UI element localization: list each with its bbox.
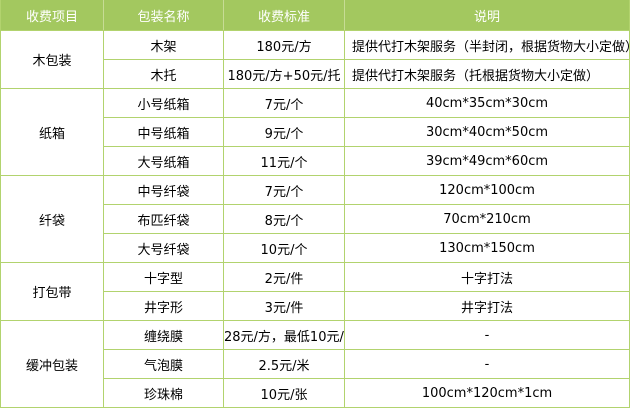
table-row: 缓冲包装 缠绕膜 28元/方，最低10元/票 - xyxy=(0,320,630,408)
package-name-cell: 缠绕膜 xyxy=(103,320,224,350)
table-row: 木托 180元/方+50元/托 提供代打木架服务（托根据货物大小定做） xyxy=(1,59,630,89)
price-cell: 180元/方+50元/托 xyxy=(223,59,345,89)
table-row: 布匹纤袋 8元/个 70cm*210cm xyxy=(1,204,630,234)
description-cell: - xyxy=(344,320,630,350)
price-cell: 10元/个 xyxy=(223,233,345,263)
package-name-cell: 布匹纤袋 xyxy=(103,204,224,234)
pricing-table-header: 收费项目 包装名称 收费标准 说明 xyxy=(0,0,630,31)
table-row: 气泡膜 2.5元/米 - xyxy=(1,349,630,379)
table-row: 打包带 十字型 2元/件 十字打法 xyxy=(0,262,630,321)
package-name-cell: 井字形 xyxy=(103,291,224,321)
price-cell: 28元/方，最低10元/票 xyxy=(223,320,345,350)
column-header-package-name: 包装名称 xyxy=(103,0,224,31)
price-cell: 10元/张 xyxy=(223,378,345,408)
header-row: 收费项目 包装名称 收费标准 说明 xyxy=(0,0,630,31)
description-cell: 井字打法 xyxy=(344,291,630,321)
price-cell: 7元/个 xyxy=(223,175,345,205)
price-cell: 7元/个 xyxy=(223,88,345,118)
price-cell: 8元/个 xyxy=(223,204,345,234)
package-name-cell: 珍珠棉 xyxy=(103,378,224,408)
package-name-cell: 气泡膜 xyxy=(103,349,224,379)
package-name-cell: 中号纤袋 xyxy=(103,175,224,205)
description-cell: - xyxy=(344,349,630,379)
category-cell: 纸箱 xyxy=(0,88,104,176)
package-name-cell: 小号纸箱 xyxy=(103,88,224,118)
price-cell: 9元/个 xyxy=(223,117,345,147)
table-row: 木包装 木架 180元/方 提供代打木架服务（半封闭，根据货物大小定做） xyxy=(0,30,630,89)
description-cell: 提供代打木架服务（托根据货物大小定做） xyxy=(344,59,630,89)
package-name-cell: 中号纸箱 xyxy=(103,117,224,147)
description-cell: 130cm*150cm xyxy=(344,233,630,263)
table-row: 纤袋 中号纤袋 7元/个 120cm*100cm xyxy=(0,175,630,263)
package-name-cell: 十字型 xyxy=(103,262,224,292)
description-cell: 100cm*120cm*1cm xyxy=(344,378,630,408)
description-cell: 39cm*49cm*60cm xyxy=(344,146,630,176)
table-row: 大号纸箱 11元/个 39cm*49cm*60cm xyxy=(1,146,630,176)
column-header-fee-item: 收费项目 xyxy=(0,0,104,31)
column-header-fee-standard: 收费标准 xyxy=(223,0,345,31)
package-name-cell: 木架 xyxy=(103,30,224,60)
pricing-table-body: 木包装 木架 180元/方 提供代打木架服务（半封闭，根据货物大小定做） 木托 180元/… xyxy=(0,30,630,408)
description-cell: 30cm*40cm*50cm xyxy=(344,117,630,147)
table-row: 大号纤袋 10元/个 130cm*150cm xyxy=(1,233,630,263)
price-cell: 3元/件 xyxy=(223,291,345,321)
column-header-description: 说明 xyxy=(344,0,630,31)
table-row: 中号纸箱 9元/个 30cm*40cm*50cm xyxy=(1,117,630,147)
description-cell: 40cm*35cm*30cm xyxy=(344,88,630,118)
category-cell: 木包装 xyxy=(0,30,104,89)
description-cell: 70cm*210cm xyxy=(344,204,630,234)
table-row: 纸箱 小号纸箱 7元/个 40cm*35cm*30cm xyxy=(0,88,630,176)
price-cell: 180元/方 xyxy=(223,30,345,60)
package-name-cell: 大号纤袋 xyxy=(103,233,224,263)
package-name-cell: 大号纸箱 xyxy=(103,146,224,176)
category-cell: 缓冲包装 xyxy=(0,320,104,408)
package-name-cell: 木托 xyxy=(103,59,224,89)
description-cell: 十字打法 xyxy=(344,262,630,292)
description-cell: 提供代打木架服务（半封闭，根据货物大小定做） xyxy=(344,30,630,60)
price-cell: 2元/件 xyxy=(223,262,345,292)
category-cell: 纤袋 xyxy=(0,175,104,263)
table-row: 井字形 3元/件 井字打法 xyxy=(1,291,630,321)
category-cell: 打包带 xyxy=(0,262,104,321)
price-cell: 11元/个 xyxy=(223,146,345,176)
table-row: 珍珠棉 10元/张 100cm*120cm*1cm xyxy=(1,378,630,408)
description-cell: 120cm*100cm xyxy=(344,175,630,205)
price-cell: 2.5元/米 xyxy=(223,349,345,379)
